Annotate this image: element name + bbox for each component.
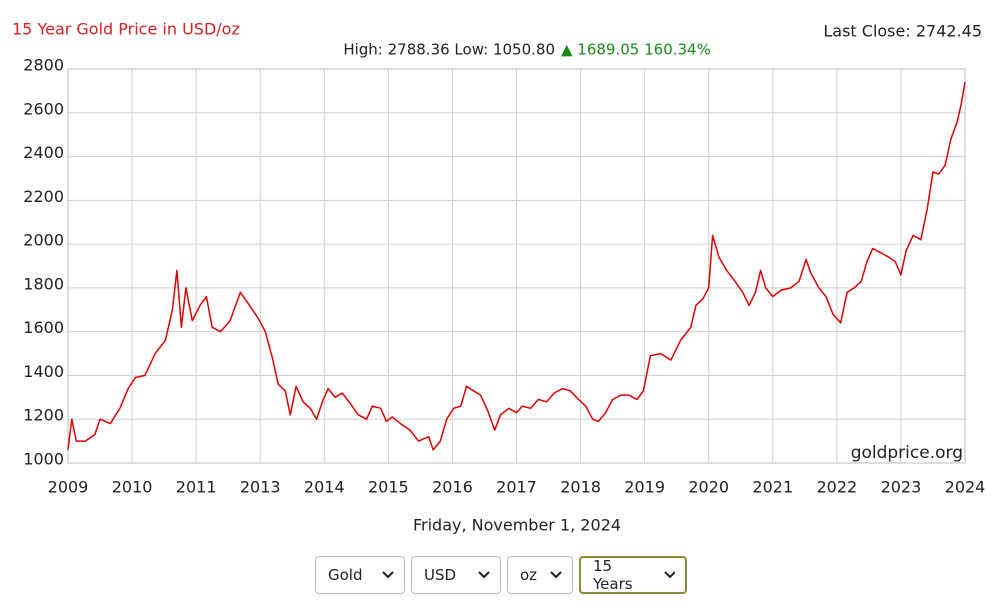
x-tick-label: 2017 <box>496 478 537 497</box>
price-line <box>67 81 966 451</box>
high-low: High: 2788.36 Low: 1050.80 <box>343 41 555 59</box>
y-tick-label: 2200 <box>23 187 64 206</box>
x-tick-label: 2009 <box>48 478 89 497</box>
select-label: Gold <box>328 566 363 584</box>
chevron <box>663 571 675 579</box>
y-tick-label: 1400 <box>23 362 64 381</box>
x-tick-label: 2022 <box>816 478 857 497</box>
y-tick-label: 2600 <box>23 99 64 118</box>
x-tick-label: 2014 <box>304 478 345 497</box>
y-tick-label: 2000 <box>23 231 64 250</box>
y-tick-label: 2400 <box>23 143 64 162</box>
x-tick-label: 2020 <box>688 478 729 497</box>
x-tick-label: 2015 <box>368 478 409 497</box>
chevron <box>478 571 490 579</box>
chevron <box>550 571 562 579</box>
y-tick-label: 1200 <box>23 406 64 425</box>
select-label: 15 Years <box>593 557 633 593</box>
y-tick-label: 1800 <box>23 274 64 293</box>
chevron <box>382 571 394 579</box>
x-tick-label: 2021 <box>752 478 793 497</box>
metal-select[interactable]: Gold <box>315 556 405 594</box>
x-tick-label: 2011 <box>176 478 217 497</box>
x-tick-label: 2018 <box>560 478 601 497</box>
chart: 15 Year Gold Price in USD/oz Last Close:… <box>12 20 986 535</box>
x-tick-label: 2023 <box>881 478 922 497</box>
select-label: USD <box>424 566 457 584</box>
x-tick-label: 2024 <box>945 478 986 497</box>
select-label: oz <box>520 566 538 584</box>
unit-select[interactable]: oz <box>507 556 573 594</box>
x-tick-label: 2013 <box>240 478 281 497</box>
watermark: goldprice.org <box>851 443 963 463</box>
x-tick-label: 2016 <box>432 478 473 497</box>
y-tick-label: 1000 <box>23 450 64 469</box>
x-tick-label: 2010 <box>112 478 153 497</box>
currency-select[interactable]: USD <box>411 556 501 594</box>
y-tick-label: 1600 <box>23 318 64 337</box>
y-tick-label: 2800 <box>23 56 64 75</box>
change: ▲ 1689.05 160.34% <box>561 41 711 59</box>
plot-frame <box>67 68 966 464</box>
x-tick-label: 2019 <box>624 478 665 497</box>
selectors: Gold USD oz 15 Years <box>315 556 687 594</box>
period-select[interactable]: 15 Years <box>579 556 687 594</box>
date: Friday, November 1, 2024 <box>413 516 621 535</box>
last-close: Last Close: 2742.45 <box>823 22 982 41</box>
chart-title: 15 Year Gold Price in USD/oz <box>12 20 240 39</box>
